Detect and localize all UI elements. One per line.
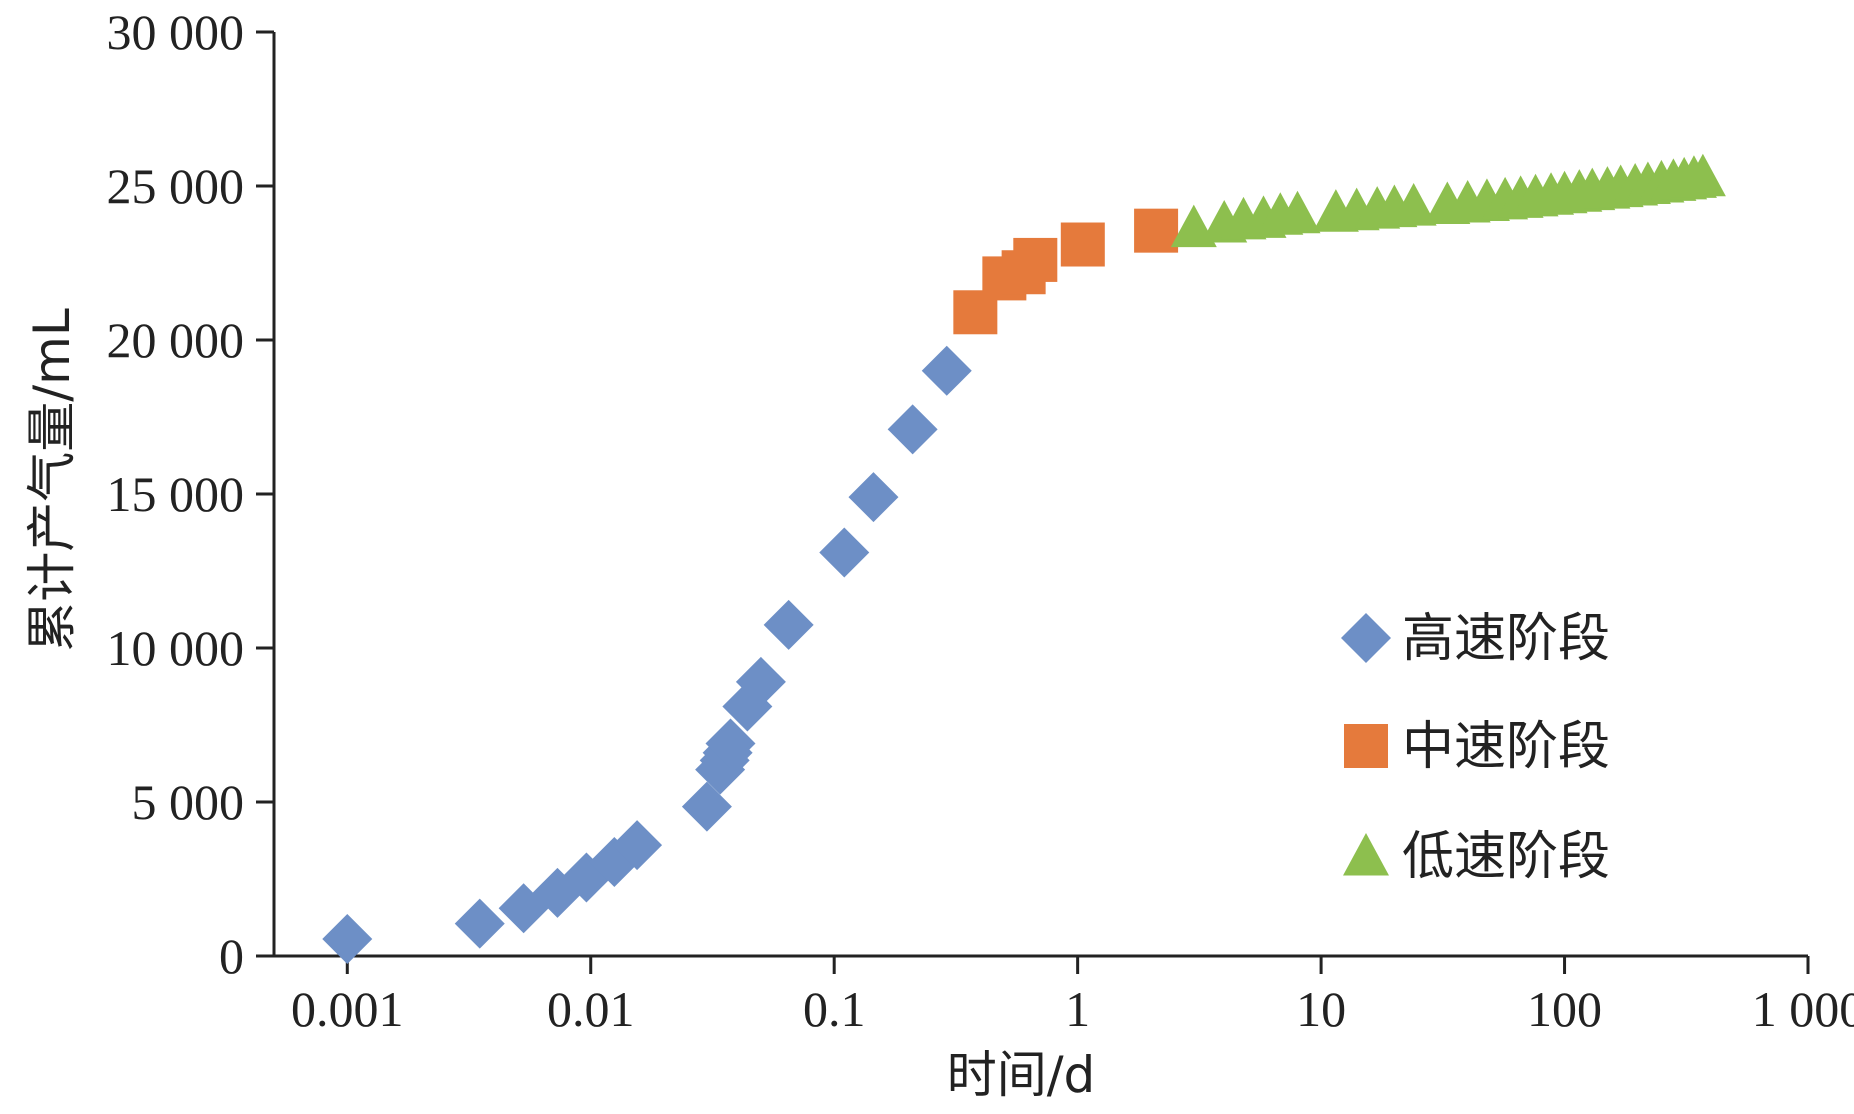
y-ticks: 0 5 000 10 000 15 000 20 000 25 000 30 000 (107, 4, 274, 984)
legend-item: 高速阶段 (1341, 609, 1610, 669)
legend-item: 低速阶段 (1343, 827, 1610, 887)
data-point-diamond (454, 898, 505, 949)
series-diamond (322, 345, 972, 965)
data-point-diamond (887, 404, 938, 455)
x-tick-label: 1 000 (1752, 981, 1854, 1037)
legend-marker-square (1344, 724, 1388, 768)
data-points (322, 153, 1726, 965)
y-tick-label: 10 000 (107, 620, 245, 676)
data-point-square (1134, 208, 1179, 253)
legend-marker-triangle (1343, 833, 1389, 876)
x-tick-label: 0.001 (291, 981, 404, 1037)
y-tick-label: 20 000 (107, 312, 245, 368)
data-point-diamond (848, 472, 899, 523)
data-point-triangle (1679, 153, 1726, 197)
legend-label: 中速阶段 (1402, 717, 1610, 777)
data-point-diamond (612, 820, 663, 871)
data-point-square (1060, 222, 1105, 267)
data-point-diamond (763, 599, 814, 650)
data-point-diamond (322, 914, 373, 965)
y-tick-label: 0 (219, 928, 244, 984)
legend-marker-diamond (1341, 613, 1391, 663)
y-tick-label: 5 000 (132, 774, 245, 830)
legend-item: 中速阶段 (1344, 717, 1610, 777)
x-tick-label: 0.01 (547, 981, 635, 1037)
y-tick-label: 30 000 (107, 4, 245, 60)
y-tick-label: 25 000 (107, 158, 245, 214)
series-square (953, 208, 1179, 335)
data-point-diamond (735, 656, 786, 707)
data-point-triangle (1274, 190, 1321, 234)
data-point-triangle (1390, 183, 1437, 226)
x-tick-label: 1 (1065, 981, 1090, 1037)
x-tick-label: 0.1 (803, 981, 866, 1037)
legend-label: 低速阶段 (1402, 827, 1610, 887)
data-point-square (1013, 237, 1058, 282)
axes: 0 5 000 10 000 15 000 20 000 25 000 30 000 0.0… (107, 4, 1854, 1037)
legend-label: 高速阶段 (1402, 609, 1610, 669)
data-point-diamond (921, 345, 972, 396)
x-tick-label: 100 (1527, 981, 1602, 1037)
y-tick-label: 15 000 (107, 466, 245, 522)
data-point-diamond (705, 718, 756, 769)
data-point-diamond (819, 527, 870, 578)
series-triangle (1170, 153, 1726, 248)
y-axis-label: 累计产气量/mL (23, 308, 81, 652)
x-tick-label: 10 (1296, 981, 1346, 1037)
x-axis-label: 时间/d (947, 1046, 1096, 1104)
data-point-diamond (681, 781, 732, 832)
x-ticks: 0.001 0.01 0.1 1 10 100 1 000 (291, 956, 1854, 1037)
